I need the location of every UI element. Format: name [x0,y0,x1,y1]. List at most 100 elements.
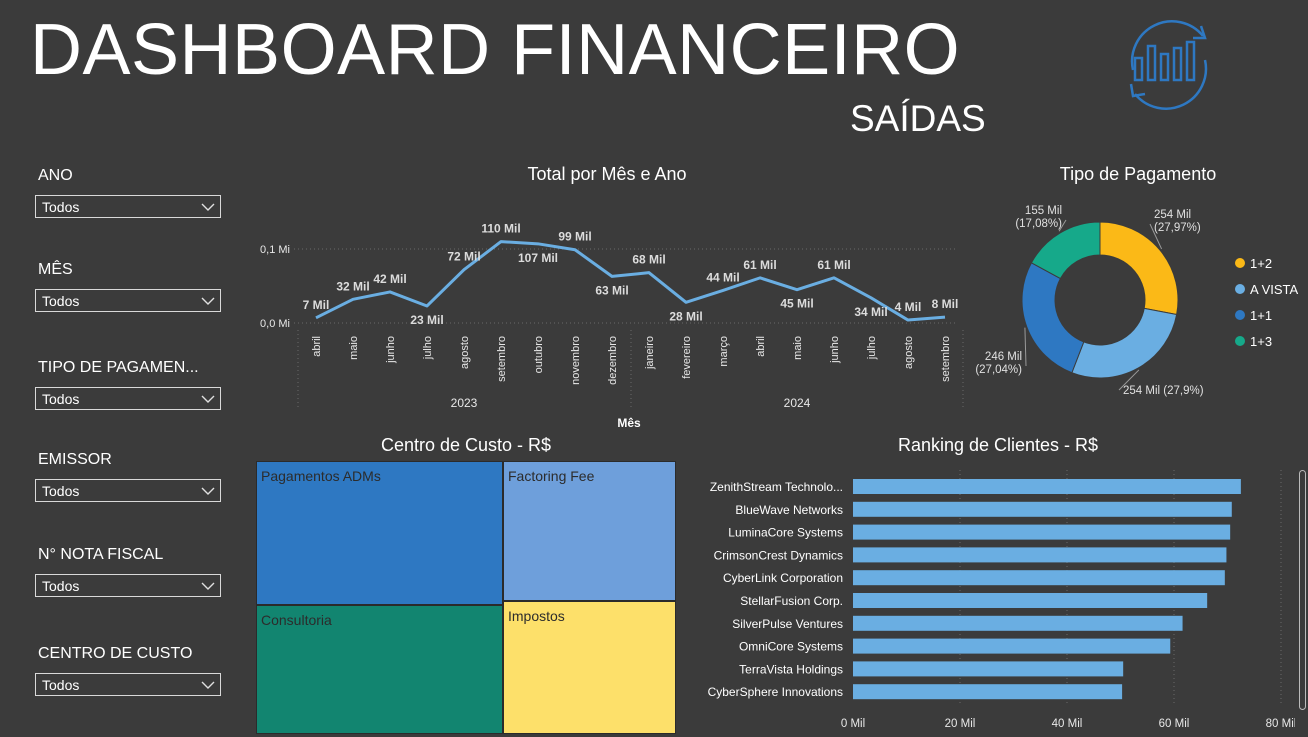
filter-dropdown[interactable]: Todos [35,195,221,218]
x-tick-label: junho [829,336,841,364]
donut-data-label: 246 Mil [985,351,1022,363]
donut-data-label: 155 Mil [1025,205,1062,217]
treemap-cell[interactable]: Consultoria [256,605,503,734]
y-category-label: CyberLink Corporation [723,571,843,585]
legend-entry[interactable]: 1+2 [1250,256,1272,271]
x-tick-label: novembro [570,336,582,385]
filter-label: EMISSOR [38,451,112,468]
donut-data-label: 254 Mil (27,9%) [1123,385,1204,397]
x-tick-label: maio [792,336,804,360]
ranking-bar[interactable] [853,684,1123,700]
x-tick-label: dezembro [607,336,619,385]
ranking-bar[interactable] [853,501,1232,517]
filter-dropdown[interactable]: Todos [35,289,221,312]
x-tick-label: julho [866,336,878,360]
y-category-label: OmniCore Systems [739,640,843,654]
data-label: 45 Mil [780,297,813,311]
donut-slice[interactable] [1030,221,1101,280]
leader-line [1118,369,1140,391]
x-tick-label: outubro [533,336,545,373]
chevron-down-icon [201,297,215,305]
chevron-down-icon [201,203,215,211]
ranking-bar[interactable] [853,638,1171,654]
donut-slice[interactable] [1071,307,1178,379]
treemap: Pagamentos ADMs Factoring Fee Consultoria I… [256,461,676,734]
data-label: 99 Mil [558,230,591,244]
filter-label: TIPO DE PAGAMEN... [38,359,199,376]
filter-dropdown-value: Todos [42,391,80,407]
data-label: 28 Mil [669,309,702,323]
ranking-bar[interactable] [853,479,1241,494]
x-axis-title: Mês [617,416,641,430]
ranking-bar-chart: 0 Mil 20 Mil 40 Mil 60 Mil 80 Mil ZenithStrea… [708,470,1295,730]
ranking-scrollbar[interactable] [1299,470,1306,710]
legend-marker [1235,336,1245,346]
filter-label: MÊS [38,261,73,278]
y-category-label: CrimsonCrest Dynamics [714,548,843,562]
legend-entry[interactable]: A VISTA [1250,282,1298,297]
x-tick-label: maio [348,336,360,360]
data-label: 107 Mil [518,251,558,265]
data-label: 42 Mil [373,272,406,286]
filter-dropdown[interactable]: Todos [35,673,221,696]
x-tick-label: 60 Mil [1159,718,1190,730]
y-tick-label: 0,0 Mi [260,318,290,330]
x-tick-label: 0 Mil [841,718,865,730]
chevron-down-icon [201,487,215,495]
data-label: 72 Mil [447,250,480,264]
ranking-bar[interactable] [853,547,1227,563]
treemap-cell[interactable]: Pagamentos ADMs [256,461,503,605]
y-category-label: SilverPulse Ventures [732,617,843,631]
legend-entry[interactable]: 1+1 [1250,308,1272,323]
data-label: 34 Mil [854,305,887,319]
legend-marker [1235,310,1245,320]
donut-slice[interactable] [1099,221,1179,316]
donut-chart: 254 Mil(27,97%) 254 Mil (27,9%) 246 Mil(27… [975,205,1298,397]
legend-entry[interactable]: 1+3 [1250,334,1272,349]
filter-label: CENTRO DE CUSTO [38,645,193,662]
donut-slice[interactable] [1021,262,1085,374]
leader-line [1058,219,1067,232]
leader-line [1149,223,1163,250]
donut-data-label: (27,97%) [1154,222,1201,234]
ranking-bar[interactable] [853,524,1231,540]
filter-label: N° NOTA FISCAL [38,546,164,563]
filter-dropdown[interactable]: Todos [35,574,221,597]
data-label: 32 Mil [336,279,369,293]
data-label: 63 Mil [595,283,628,297]
treemap-cell-label: Pagamentos ADMs [261,468,381,484]
filter-dropdown[interactable]: Todos [35,479,221,502]
leader-line [1024,327,1027,367]
x-tick-label: agosto [459,336,471,369]
year-label: 2024 [784,396,811,410]
ranking-bar[interactable] [853,570,1225,586]
ranking-bar[interactable] [853,661,1124,677]
x-tick-label: fevereiro [681,336,693,379]
treemap-cell-label: Factoring Fee [508,468,595,484]
y-category-label: StellarFusion Corp. [740,594,843,608]
x-tick-label: agosto [903,336,915,369]
treemap-cell-label: Consultoria [261,612,332,628]
data-label: 110 Mil [481,222,520,236]
ranking-chart-title: Ranking de Clientes - R$ [897,435,1099,455]
filter-dropdown-value: Todos [42,677,80,693]
data-label: 68 Mil [632,253,665,267]
x-tick-label: abril [755,336,767,357]
donut-data-label: (27,04%) [975,364,1022,376]
ranking-bar[interactable] [853,593,1208,608]
data-label: 61 Mil [817,258,850,272]
dashboard-subtitle: SAÍDAS [850,98,986,139]
filter-dropdown[interactable]: Todos [35,387,221,410]
treemap-cell[interactable]: Factoring Fee [503,461,676,601]
line-chart-title: Total por Mês e Ano [527,164,687,184]
x-tick-label: 40 Mil [1052,718,1083,730]
legend-marker [1235,284,1245,294]
data-label: 4 Mil [895,300,922,314]
ranking-bar[interactable] [853,615,1183,631]
treemap-cell[interactable]: Impostos [503,601,676,734]
filter-dropdown-value: Todos [42,483,80,499]
data-label: 23 Mil [410,313,443,327]
year-label: 2023 [451,396,478,410]
line-series [315,240,946,322]
x-tick-label: junho [385,336,397,364]
